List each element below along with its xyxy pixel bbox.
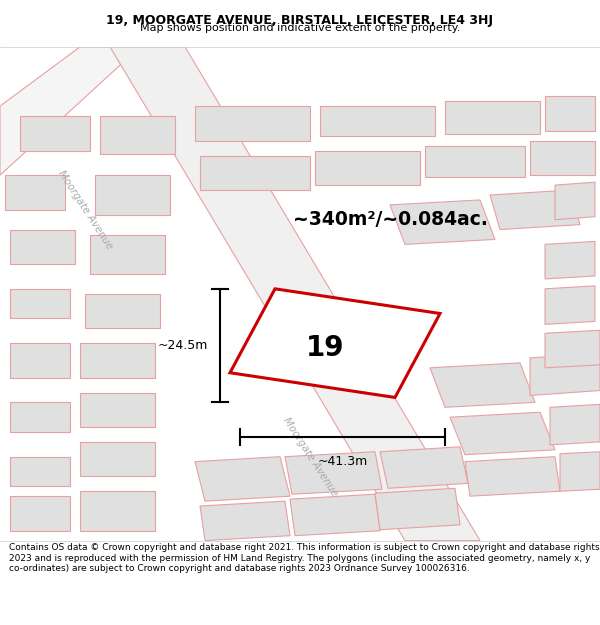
Polygon shape [545, 241, 595, 279]
Polygon shape [0, 47, 140, 175]
Text: ~41.3m: ~41.3m [317, 455, 368, 468]
Polygon shape [10, 496, 70, 531]
Polygon shape [450, 412, 555, 455]
Polygon shape [200, 156, 310, 190]
Text: Map shows position and indicative extent of the property.: Map shows position and indicative extent… [140, 22, 460, 32]
Polygon shape [490, 190, 580, 229]
Polygon shape [550, 404, 600, 445]
Text: 19: 19 [306, 334, 344, 362]
Polygon shape [20, 116, 90, 151]
Polygon shape [530, 141, 595, 175]
Polygon shape [465, 457, 560, 496]
Polygon shape [545, 96, 595, 131]
Polygon shape [80, 491, 155, 531]
Polygon shape [5, 175, 65, 210]
Polygon shape [10, 457, 70, 486]
Polygon shape [195, 457, 290, 501]
Polygon shape [375, 488, 460, 530]
Polygon shape [95, 175, 170, 215]
Polygon shape [285, 452, 382, 494]
Polygon shape [315, 151, 420, 185]
Polygon shape [380, 447, 468, 488]
Polygon shape [230, 289, 440, 398]
Polygon shape [80, 392, 155, 427]
Polygon shape [545, 286, 595, 324]
Polygon shape [10, 289, 70, 318]
Text: 19, MOORGATE AVENUE, BIRSTALL, LEICESTER, LE4 3HJ: 19, MOORGATE AVENUE, BIRSTALL, LEICESTER… [107, 14, 493, 27]
Polygon shape [445, 101, 540, 134]
Polygon shape [195, 106, 310, 141]
Polygon shape [10, 402, 70, 432]
Polygon shape [110, 47, 480, 541]
Polygon shape [10, 229, 75, 264]
Polygon shape [80, 442, 155, 476]
Polygon shape [425, 146, 525, 177]
Polygon shape [530, 353, 600, 396]
Polygon shape [200, 501, 290, 541]
Text: Moorgate Avenue: Moorgate Avenue [281, 416, 339, 498]
Polygon shape [10, 343, 70, 377]
Polygon shape [290, 494, 380, 536]
Polygon shape [100, 116, 175, 154]
Text: Moorgate Avenue: Moorgate Avenue [56, 169, 114, 251]
Polygon shape [85, 294, 160, 328]
Text: ~340m²/~0.084ac.: ~340m²/~0.084ac. [293, 210, 487, 229]
Polygon shape [320, 106, 435, 136]
Polygon shape [90, 234, 165, 274]
Polygon shape [390, 200, 495, 244]
Text: Contains OS data © Crown copyright and database right 2021. This information is : Contains OS data © Crown copyright and d… [9, 543, 599, 573]
Polygon shape [80, 343, 155, 377]
Polygon shape [555, 182, 595, 219]
Polygon shape [545, 330, 600, 367]
Text: ~24.5m: ~24.5m [158, 339, 208, 352]
Polygon shape [560, 452, 600, 491]
Polygon shape [430, 363, 535, 408]
